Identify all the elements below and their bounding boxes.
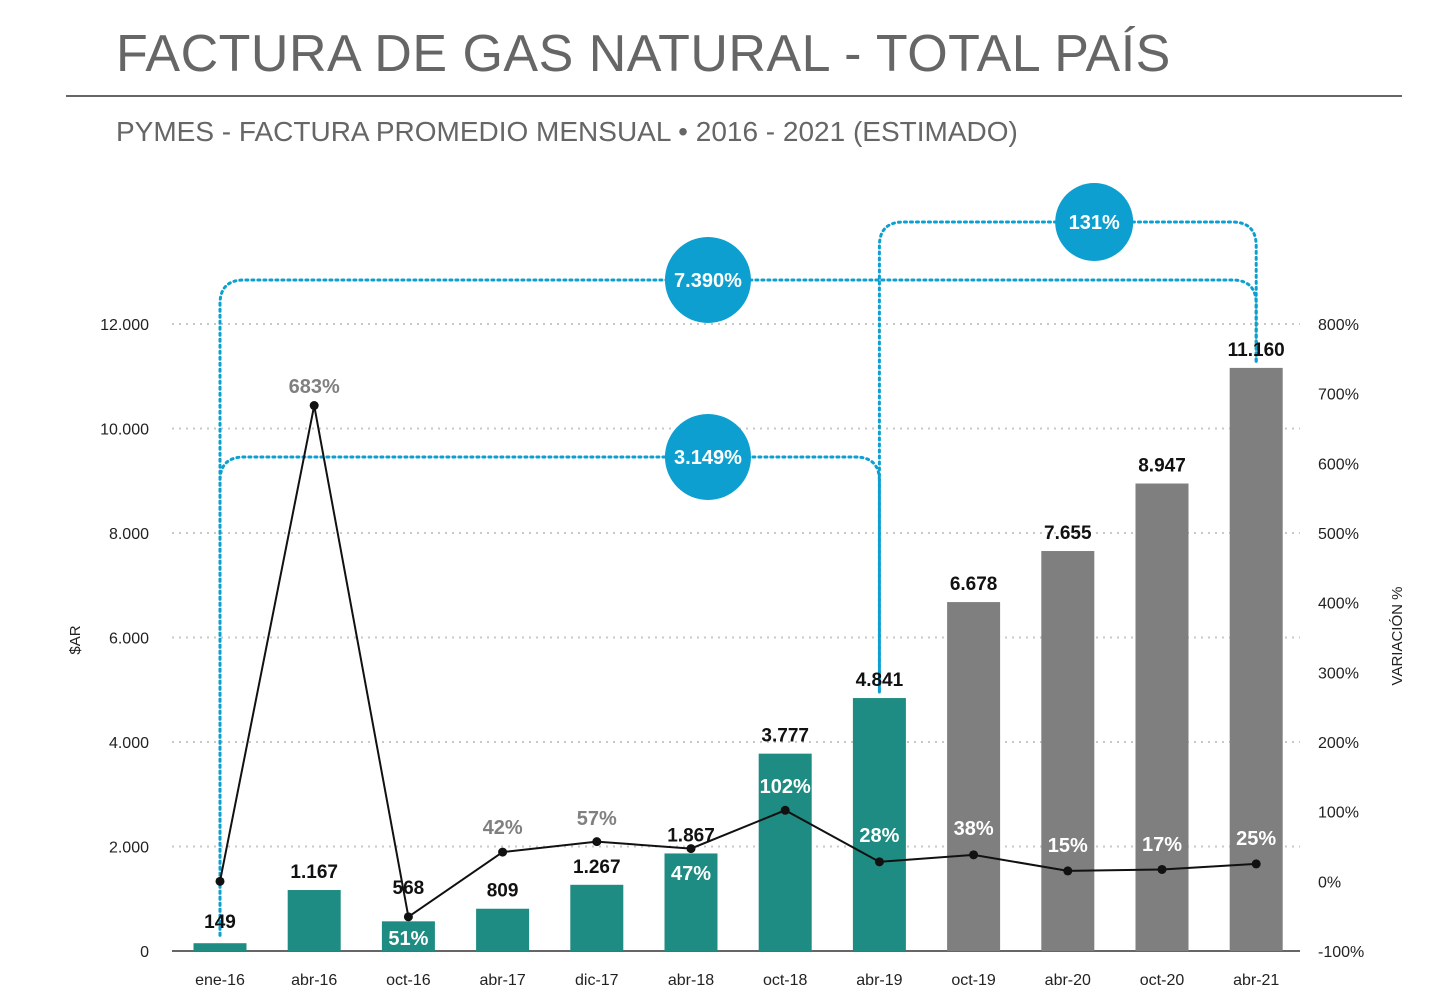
y2-tick-label: 200%	[1318, 735, 1359, 752]
page-subtitle: PYMES - FACTURA PROMEDIO MENSUAL • 2016 …	[116, 116, 1018, 147]
x-tick-label: abr-16	[291, 972, 337, 989]
bar	[287, 890, 341, 951]
bar	[1135, 483, 1189, 951]
annotation-label: 7.390%	[674, 270, 742, 292]
variation-point	[309, 401, 319, 411]
y2-tick-label: 400%	[1318, 596, 1359, 613]
bar	[664, 853, 718, 951]
x-tick-label: ene-16	[195, 972, 245, 989]
bar-value-label: 1.267	[573, 857, 621, 878]
bar	[570, 884, 624, 951]
axes: 0 2.000 4.000 6.000 8.000 10.000 12.000 -100% 0%…	[67, 317, 1406, 989]
bar-value-label: 3.777	[761, 726, 809, 747]
y-axis-label: $AR	[67, 625, 84, 654]
page-title: FACTURA DE GAS NATURAL - TOTAL PAÍS	[116, 25, 1171, 83]
y2-tick-label: 100%	[1318, 805, 1359, 822]
x-tick-label: oct-20	[1140, 972, 1185, 989]
x-tick-label: abr-18	[668, 972, 714, 989]
bar	[758, 753, 812, 951]
bars	[193, 367, 1283, 951]
x-tick-label: abr-17	[479, 972, 525, 989]
bar-value-label: 1.867	[667, 825, 715, 846]
variation-label: 38%	[954, 818, 994, 840]
variation-label: 51%	[388, 928, 428, 950]
y-tick-label: 4.000	[109, 735, 149, 752]
variation-annotations: 131% 7.390% 3.149%	[218, 183, 1258, 937]
bar-value-label: 568	[393, 878, 425, 899]
annotation-label: 3.149%	[674, 447, 742, 469]
bar-value-label: 6.678	[950, 574, 998, 595]
x-tick-label: dic-17	[575, 972, 619, 989]
variation-point	[1251, 859, 1261, 869]
y2-tick-label: 0%	[1318, 874, 1341, 891]
x-tick-label: oct-19	[951, 972, 996, 989]
bar-value-label: 1.167	[290, 862, 338, 883]
variation-label: 28%	[859, 825, 899, 847]
title-divider	[66, 95, 1402, 97]
grid-lines	[172, 323, 1300, 848]
bar	[947, 602, 1001, 951]
variation-label: 42%	[483, 817, 523, 839]
annotation-bracket	[218, 278, 1258, 937]
bar	[1041, 551, 1095, 951]
y2-tick-label: 700%	[1318, 387, 1359, 404]
bar-value-label: 4.841	[856, 670, 904, 691]
x-tick-label: oct-18	[763, 972, 808, 989]
variation-label: 15%	[1048, 835, 1088, 857]
variation-line-path	[219, 405, 1257, 919]
y-tick-label: 8.000	[109, 526, 149, 543]
bar-value-label: 149	[204, 912, 236, 933]
annotation-bracket	[218, 455, 881, 937]
bar-value-label: 11.160	[1228, 340, 1285, 361]
variation-point	[1157, 864, 1167, 874]
y-tick-label: 12.000	[100, 317, 149, 334]
x-tick-label: oct-16	[386, 972, 431, 989]
bar	[381, 921, 435, 951]
bar	[193, 943, 247, 951]
variation-point	[969, 850, 979, 860]
annotation-bubble	[1055, 183, 1134, 261]
y-tick-label: 0	[140, 944, 149, 961]
y2-tick-label: -100%	[1318, 944, 1364, 961]
variation-point	[874, 857, 884, 867]
variation-label: 683%	[289, 376, 340, 398]
y2-tick-label: 500%	[1318, 526, 1359, 543]
variation-label: 47%	[671, 863, 711, 885]
annotation-bubble	[664, 414, 751, 500]
bar-value-label: 7.655	[1044, 523, 1092, 544]
variation-point	[403, 912, 413, 922]
bar-value-label: 809	[487, 881, 519, 902]
variation-point	[592, 837, 602, 847]
variation-label: 102%	[760, 776, 811, 798]
bar-value-label: 8.947	[1138, 456, 1186, 477]
variation-line	[215, 401, 1261, 922]
bar	[476, 908, 530, 951]
annotation-label: 131%	[1069, 212, 1120, 234]
bar	[1229, 367, 1283, 951]
variation-label: 17%	[1142, 834, 1182, 856]
variation-label: 25%	[1236, 828, 1276, 850]
variation-label: 57%	[577, 808, 617, 830]
x-tick-label: abr-20	[1045, 972, 1091, 989]
y2-tick-label: 600%	[1318, 456, 1359, 473]
y2-axis-label: VARIACIÓN %	[1389, 587, 1406, 686]
bar	[852, 698, 906, 951]
y-tick-label: 2.000	[109, 840, 149, 857]
variation-point	[686, 844, 696, 854]
y-tick-label: 6.000	[109, 631, 149, 648]
y-tick-label: 10.000	[100, 422, 149, 439]
variation-point	[1063, 866, 1073, 876]
annotation-bubble	[664, 237, 751, 323]
x-tick-label: abr-19	[856, 972, 902, 989]
y2-tick-label: 800%	[1318, 317, 1359, 334]
variation-point	[780, 805, 790, 815]
data-labels: 149 1.167 568 809 1.267 1.867 3.777 4.841 6.678 7…	[204, 340, 1285, 950]
variation-point	[498, 847, 508, 857]
variation-point	[215, 876, 225, 886]
y2-tick-label: 300%	[1318, 665, 1359, 682]
x-tick-label: abr-21	[1233, 972, 1279, 989]
